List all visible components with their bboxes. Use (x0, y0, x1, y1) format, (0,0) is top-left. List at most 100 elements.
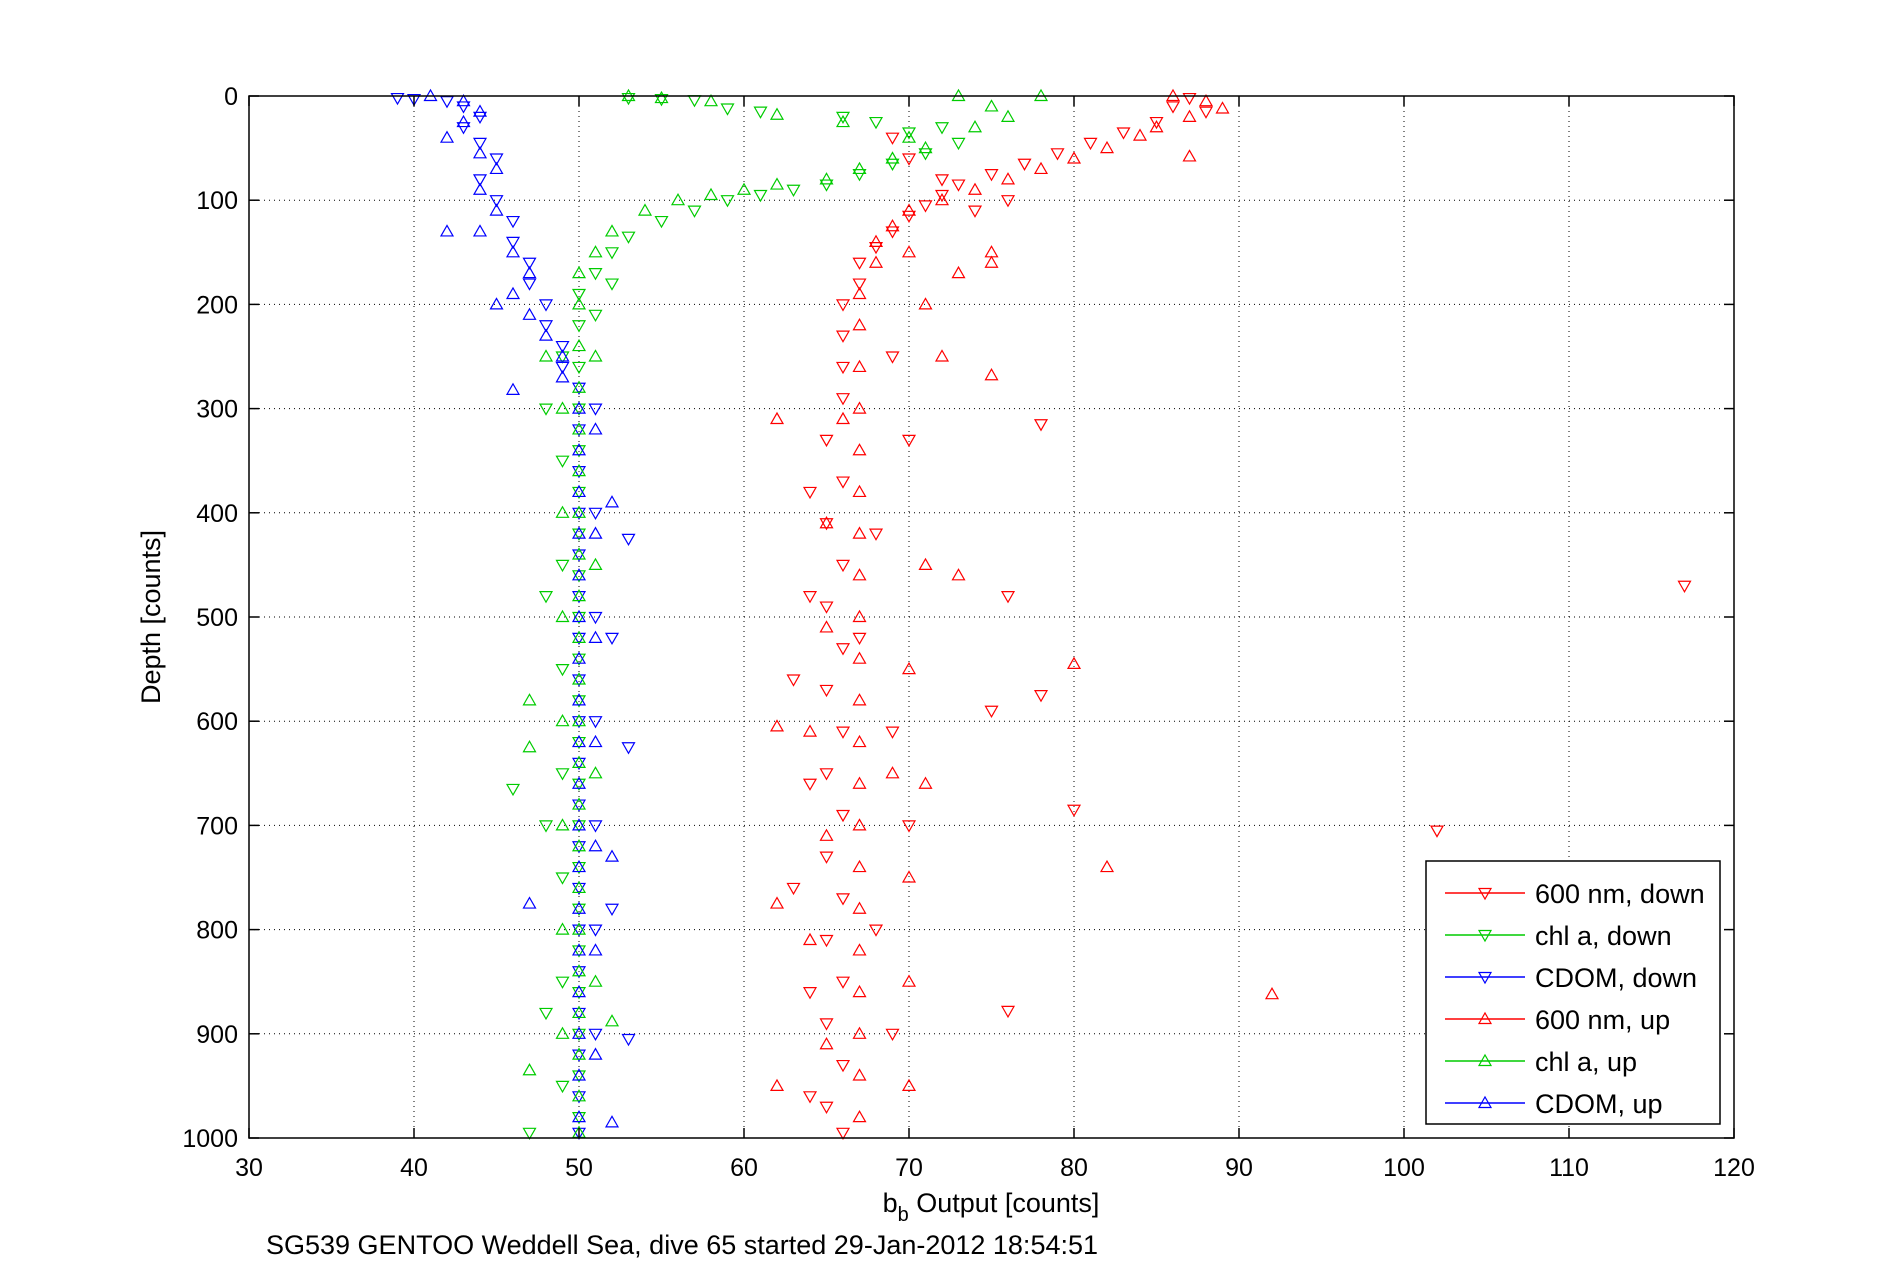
data-points (390, 88, 1692, 1140)
data-point (852, 286, 867, 300)
data-point (885, 1028, 900, 1042)
data-point (934, 349, 950, 362)
data-point (571, 778, 587, 791)
data-point (852, 632, 867, 646)
data-point (604, 495, 620, 508)
data-point (852, 318, 867, 331)
data-point (967, 182, 983, 195)
data-point (1050, 148, 1065, 161)
data-point (555, 455, 570, 468)
data-point (984, 169, 999, 182)
legend-marker (1477, 971, 1493, 985)
data-point (571, 695, 587, 708)
data-point (390, 92, 405, 106)
data-point (571, 839, 587, 852)
data-point (1149, 120, 1164, 133)
data-point (555, 1080, 570, 1094)
data-point (802, 724, 818, 737)
x-tick-label: 30 (235, 1154, 263, 1182)
data-point (571, 1049, 587, 1062)
data-point (835, 726, 851, 739)
series-600 nm, up (769, 88, 1280, 1123)
data-point (538, 349, 554, 362)
data-point (571, 820, 587, 833)
data-point (769, 107, 785, 120)
data-point (852, 278, 867, 291)
data-point (901, 210, 917, 224)
data-point (1000, 195, 1016, 208)
data-point (852, 859, 867, 873)
data-point (571, 734, 587, 748)
data-point (819, 620, 834, 633)
data-point (588, 1028, 603, 1042)
data-point (571, 716, 587, 729)
data-point (835, 893, 851, 906)
data-point (951, 568, 966, 581)
data-point (456, 122, 471, 135)
data-point (472, 111, 488, 125)
data-point (538, 403, 554, 416)
data-point (819, 684, 834, 698)
data-point (670, 192, 686, 206)
data-point (637, 203, 653, 216)
data-point (901, 820, 917, 833)
data-point (720, 195, 735, 208)
data-point (555, 663, 570, 677)
data-point (604, 278, 620, 291)
x-tick-labels: 30 40 50 60 70 80 90 100 110 120 (235, 1154, 1755, 1182)
data-point (868, 241, 884, 255)
data-point (720, 103, 735, 116)
data-point (852, 169, 867, 182)
data-point (522, 896, 537, 909)
legend-marker (1477, 929, 1493, 943)
data-point (868, 116, 884, 130)
data-point (984, 368, 999, 381)
legend-marker (1477, 1095, 1493, 1109)
data-point (571, 818, 587, 831)
data-point (852, 818, 867, 831)
x-tick-label: 40 (400, 1154, 428, 1182)
data-point (555, 340, 570, 354)
data-point (571, 755, 587, 768)
data-point (885, 151, 900, 164)
data-point (918, 140, 933, 154)
data-point (604, 903, 620, 916)
data-point (555, 505, 570, 518)
data-point (918, 200, 933, 213)
data-point (571, 338, 587, 352)
data-point (1033, 419, 1049, 432)
data-point (571, 422, 587, 435)
data-point (885, 226, 900, 239)
data-point (571, 630, 587, 643)
data-point (1033, 161, 1049, 175)
data-point (555, 609, 570, 623)
data-point (1264, 986, 1280, 1000)
data-point (522, 265, 537, 279)
data-point (571, 403, 587, 416)
legend-marker (1477, 1053, 1493, 1067)
data-point (588, 716, 603, 729)
data-point (852, 984, 867, 998)
series-600 nm, down (786, 92, 1692, 1140)
axis-ticks (248, 95, 1735, 1139)
data-point (1429, 825, 1445, 838)
data-point (654, 215, 669, 229)
data-point (835, 476, 851, 489)
series-chl a, down (505, 92, 966, 1140)
legend: 600 nm, down chl a, down CDOM, down 600 nm,… (1425, 860, 1721, 1125)
data-point (984, 705, 999, 718)
data-point (835, 809, 851, 823)
data-point (786, 674, 801, 687)
data-point (852, 943, 867, 956)
data-point (852, 1068, 867, 1081)
data-point (918, 148, 933, 161)
data-point (769, 1078, 785, 1092)
data-point (588, 507, 603, 521)
series-CDOM, down (390, 92, 636, 1140)
data-point (1182, 109, 1197, 122)
data-point (571, 288, 587, 302)
data-point (934, 192, 950, 206)
data-point (802, 987, 818, 1000)
data-point (802, 486, 818, 500)
data-point (571, 320, 587, 333)
